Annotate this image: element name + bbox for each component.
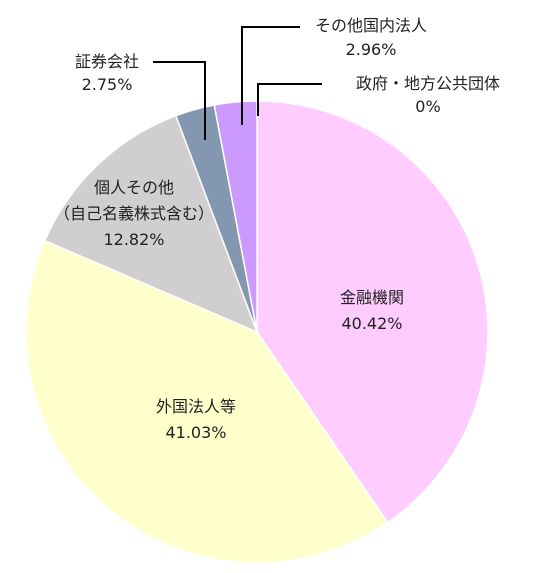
leader-line-other-domestic bbox=[241, 26, 300, 125]
label-financial-name: 金融機関 bbox=[340, 288, 404, 307]
pie-slice-individual bbox=[43, 114, 259, 334]
leader-line-government bbox=[257, 83, 322, 116]
label-foreign-value: 41.03% bbox=[165, 423, 226, 442]
label-other-domestic-value: 2.96% bbox=[346, 40, 397, 59]
leader-line-securities bbox=[153, 61, 206, 140]
pie-slice-foreign bbox=[25, 239, 389, 564]
pie-slice-financial bbox=[256, 100, 489, 524]
label-securities-name: 証券会社 bbox=[75, 52, 139, 71]
label-other-domestic-name: その他国内法人 bbox=[315, 16, 427, 35]
label-individual-name-line1: 個人その他 bbox=[94, 178, 174, 197]
label-individual-value: 12.82% bbox=[103, 230, 164, 249]
label-government-name: 政府・地方公共団体 bbox=[356, 74, 500, 93]
label-financial-value: 40.42% bbox=[341, 314, 402, 333]
label-individual-name-line2: （自己名義株式含む） bbox=[54, 204, 214, 223]
pie-slice-other-domestic bbox=[213, 100, 258, 333]
label-government-value: 0% bbox=[415, 97, 440, 116]
label-securities-value: 2.75% bbox=[82, 75, 133, 94]
pie-slices bbox=[25, 100, 489, 564]
label-foreign-name: 外国法人等 bbox=[156, 397, 236, 416]
